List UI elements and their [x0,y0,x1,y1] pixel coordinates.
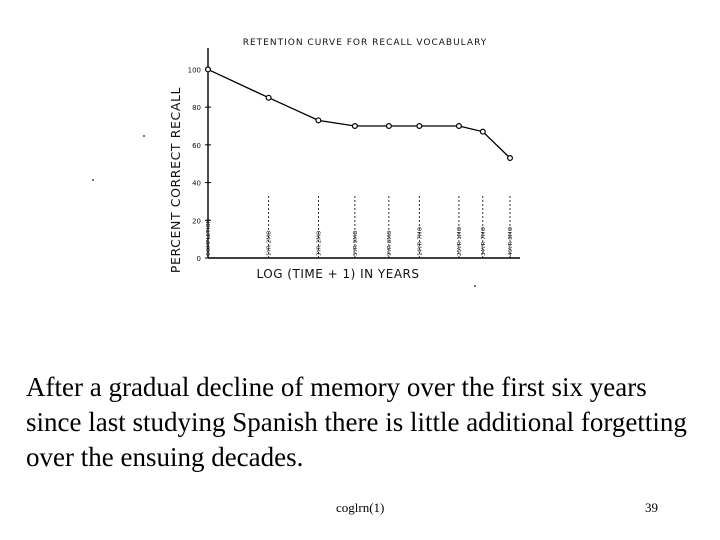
footer-label: coglrn(1) [336,500,385,515]
retention-line [207,68,511,159]
x-tick-label: 34YR 7MO [481,226,487,256]
chart-title: RETENTION CURVE FOR RECALL VOCABULARY [243,38,488,48]
data-point [416,122,423,129]
data-point [351,122,358,129]
x-tick-label: 3YR 2MO [316,230,322,256]
x-tick-label: COMPLETION [206,219,212,256]
plot-area: 0 20 40 60 80 100 COMPLETION 1YR 2MO 3YR 2MO 5YR … [188,48,520,263]
data-point [204,66,211,73]
x-tick-label: 25YR 1MO [457,226,463,256]
y-tick-label: 40 [192,180,201,188]
y-tick-label: 60 [192,142,201,150]
y-tick-label: 100 [188,66,201,74]
page-number: 39 [645,500,658,515]
data-point [385,122,392,129]
x-axis-label: LOG (TIME + 1) IN YEARS [256,267,419,281]
scan-speck [474,285,476,287]
data-point [265,94,272,101]
y-axis-label: PERCENT CORRECT RECALL [168,87,183,273]
y-tick-label: 80 [192,104,201,112]
retention-chart: RETENTION CURVE FOR RECALL VOCABULARY PE… [160,30,530,290]
y-tick-label: 0 [197,255,201,263]
scan-speck [92,179,94,181]
data-point [479,128,486,135]
x-tick-label: 1YR 2MO [267,230,273,256]
x-tick-label: 9YR 6MO [387,230,393,256]
x-tick-label: 5YR 9MO [353,230,359,256]
y-tick-label: 20 [192,217,201,225]
x-tick-label: 14YR 7MO [417,226,423,256]
data-point [455,122,462,129]
scan-speck [143,135,145,137]
data-point [315,117,322,124]
data-point [507,155,514,162]
retention-curve-svg: RETENTION CURVE FOR RECALL VOCABULARY PE… [168,38,520,281]
x-tick-label: 49YR 8MO [508,226,514,256]
caption-text: After a gradual decline of memory over t… [26,372,687,472]
